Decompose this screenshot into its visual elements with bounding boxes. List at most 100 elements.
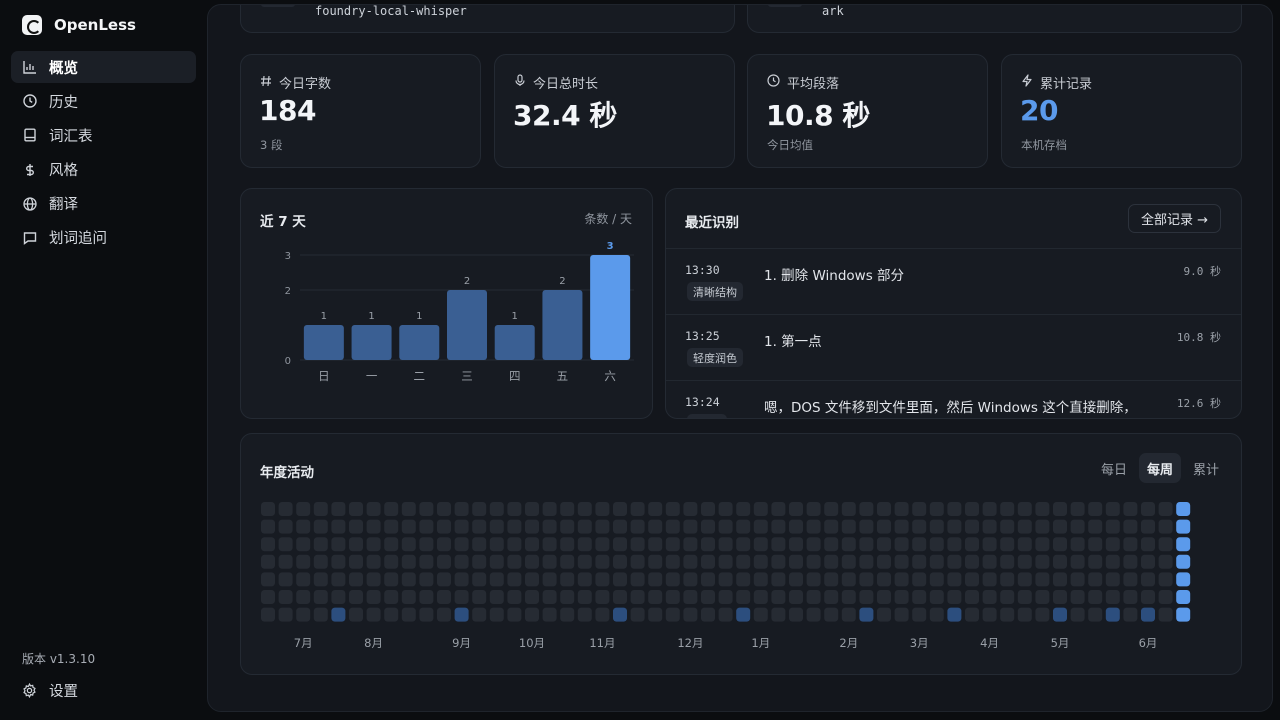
heatmap-cell[interactable] xyxy=(1088,537,1103,552)
heatmap-cell[interactable] xyxy=(683,590,698,604)
heatmap-cell[interactable] xyxy=(736,590,751,604)
heatmap-cell[interactable] xyxy=(665,554,680,569)
heatmap-cell[interactable] xyxy=(982,537,997,552)
heatmap-cell[interactable] xyxy=(296,537,311,552)
heatmap-cell[interactable] xyxy=(947,607,962,622)
heatmap-cell[interactable] xyxy=(261,502,275,516)
heatmap-cell[interactable] xyxy=(1000,537,1015,552)
heatmap-cell[interactable] xyxy=(1105,590,1120,604)
heatmap-cell[interactable] xyxy=(1035,519,1050,534)
heatmap-cell[interactable] xyxy=(929,607,944,622)
heatmap-cell[interactable] xyxy=(648,519,663,534)
heatmap-cell[interactable] xyxy=(349,537,363,552)
heatmap-cell[interactable] xyxy=(1158,572,1173,587)
heatmap-cell[interactable] xyxy=(296,554,311,569)
heatmap-cell[interactable] xyxy=(366,572,381,587)
heatmap-cell[interactable] xyxy=(683,502,698,516)
heatmap-cell[interactable] xyxy=(419,537,434,552)
heatmap-cell[interactable] xyxy=(683,554,698,569)
heatmap-cell[interactable] xyxy=(1035,572,1050,587)
heatmap-cell[interactable] xyxy=(1088,502,1103,516)
heatmap-cell[interactable] xyxy=(718,607,733,622)
heatmap-cell[interactable] xyxy=(630,537,645,552)
sidebar-item-translate[interactable]: 翻译 xyxy=(11,188,196,220)
heatmap-cell[interactable] xyxy=(1105,572,1120,587)
heatmap-cell[interactable] xyxy=(1070,607,1085,622)
heatmap-cell[interactable] xyxy=(841,572,856,587)
heatmap-cell[interactable] xyxy=(806,554,821,569)
heatmap-cell[interactable] xyxy=(753,554,768,569)
heatmap-cell[interactable] xyxy=(1000,519,1015,534)
heatmap-cell[interactable] xyxy=(1141,572,1155,587)
heatmap-cell[interactable] xyxy=(366,590,381,604)
heatmap-cell[interactable] xyxy=(595,607,610,622)
heatmap-cell[interactable] xyxy=(1158,519,1173,534)
heatmap-cell[interactable] xyxy=(947,519,962,534)
heatmap-cell[interactable] xyxy=(472,607,487,622)
heatmap-cell[interactable] xyxy=(1053,519,1067,534)
heatmap-cell[interactable] xyxy=(841,554,856,569)
heatmap-cell[interactable] xyxy=(965,554,979,569)
chart-bar[interactable] xyxy=(542,290,583,360)
heatmap-cell[interactable] xyxy=(613,502,627,516)
heatmap-cell[interactable] xyxy=(560,519,575,534)
chart-bar[interactable] xyxy=(351,325,392,360)
heatmap-cell[interactable] xyxy=(630,572,645,587)
heatmap-cell[interactable] xyxy=(384,572,399,587)
heatmap-cell[interactable] xyxy=(965,502,979,516)
heatmap-cell[interactable] xyxy=(630,554,645,569)
heatmap-cell[interactable] xyxy=(630,607,645,622)
heatmap-cell[interactable] xyxy=(595,537,610,552)
heatmap-cell[interactable] xyxy=(894,607,909,622)
heatmap-cell[interactable] xyxy=(1105,519,1120,534)
heatmap-cell[interactable] xyxy=(454,572,469,587)
chart-bar[interactable] xyxy=(447,290,487,360)
heatmap-cell[interactable] xyxy=(349,554,363,569)
heatmap-cell[interactable] xyxy=(577,537,592,552)
heatmap-cell[interactable] xyxy=(261,554,275,569)
heatmap-cell[interactable] xyxy=(401,572,416,587)
heatmap-cell[interactable] xyxy=(789,572,803,587)
heatmap-cell[interactable] xyxy=(525,572,539,587)
heatmap-cell[interactable] xyxy=(753,590,768,604)
heatmap-cell[interactable] xyxy=(1017,537,1032,552)
heatmap-cell[interactable] xyxy=(771,519,786,534)
heatmap-cell[interactable] xyxy=(753,537,768,552)
heatmap-cell[interactable] xyxy=(736,519,751,534)
heatmap-cell[interactable] xyxy=(859,502,874,516)
heatmap-cell[interactable] xyxy=(384,554,399,569)
heatmap-cell[interactable] xyxy=(278,537,293,552)
heatmap-cell[interactable] xyxy=(278,572,293,587)
list-item[interactable]: 13:24 嗯，DOS 文件移到文件里面，然后 Windows 这个直接删除， … xyxy=(666,380,1241,418)
heatmap-cell[interactable] xyxy=(313,607,328,622)
mode-daily-button[interactable]: 每日 xyxy=(1100,462,1127,478)
heatmap-cell[interactable] xyxy=(683,519,698,534)
heatmap-cell[interactable] xyxy=(824,502,839,516)
heatmap-cell[interactable] xyxy=(806,607,821,622)
heatmap-cell[interactable] xyxy=(701,502,715,516)
heatmap-cell[interactable] xyxy=(665,502,680,516)
heatmap-cell[interactable] xyxy=(929,590,944,604)
heatmap-cell[interactable] xyxy=(789,519,803,534)
heatmap-cell[interactable] xyxy=(1000,590,1015,604)
heatmap-cell[interactable] xyxy=(648,607,663,622)
heatmap-cell[interactable] xyxy=(1141,554,1155,569)
heatmap-cell[interactable] xyxy=(1158,502,1173,516)
heatmap-cell[interactable] xyxy=(595,554,610,569)
heatmap-cell[interactable] xyxy=(454,519,469,534)
heatmap-cell[interactable] xyxy=(419,519,434,534)
heatmap-cell[interactable] xyxy=(630,502,645,516)
heatmap-cell[interactable] xyxy=(595,519,610,534)
heatmap-cell[interactable] xyxy=(718,554,733,569)
heatmap-cell[interactable] xyxy=(753,502,768,516)
heatmap-cell[interactable] xyxy=(472,572,487,587)
heatmap-cell[interactable] xyxy=(472,554,487,569)
heatmap-cell[interactable] xyxy=(507,572,522,587)
heatmap-cell[interactable] xyxy=(859,572,874,587)
heatmap-cell[interactable] xyxy=(683,537,698,552)
heatmap-cell[interactable] xyxy=(1088,554,1103,569)
heatmap-cell[interactable] xyxy=(366,519,381,534)
heatmap-cell[interactable] xyxy=(929,554,944,569)
heatmap-cell[interactable] xyxy=(489,607,504,622)
heatmap-cell[interactable] xyxy=(278,519,293,534)
